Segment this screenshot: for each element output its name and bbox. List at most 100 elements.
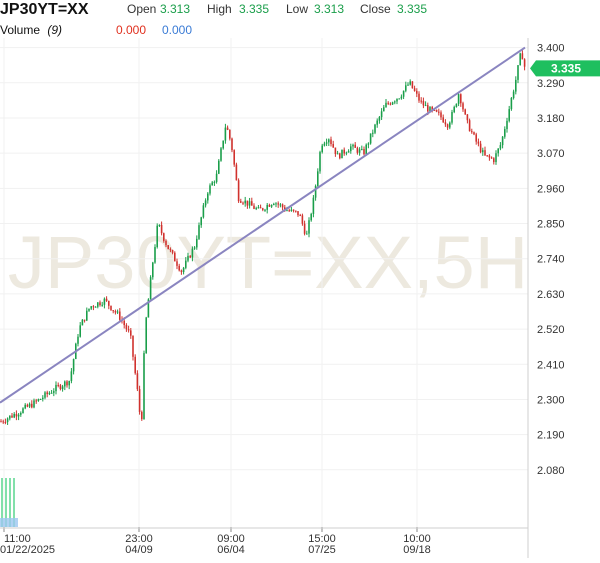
candle-up [451,112,453,123]
price-tag-text: 3.335 [551,61,581,75]
candle-down [464,109,466,115]
candle-down [119,311,121,320]
trendline-layer [0,46,526,404]
candle-down [83,319,86,321]
candle-down [466,114,469,121]
candle-down [521,53,524,60]
watermark: JP30YT=XX,5H [8,221,528,304]
candle-down [462,103,464,110]
candle-down [363,149,365,155]
candle-down [110,305,112,311]
candle-up [383,107,385,112]
candle-down [134,356,136,374]
candle-up [86,310,88,321]
candle-down [475,134,477,142]
candle-up [270,204,273,207]
candle-down [4,421,7,423]
candle-up [204,200,207,206]
candle-down [411,81,414,89]
candle-down [141,411,143,420]
candle-down [438,111,440,113]
x-tick-time: 09:00 [217,533,245,545]
close-value: 3.335 [397,2,427,16]
candle-down [178,265,180,271]
candle-up [17,414,20,417]
candle-down [301,215,304,224]
candle-up [319,152,321,172]
candle-down [127,329,130,331]
y-tick-label: 2.740 [537,254,565,266]
candle-down [418,93,420,101]
y-tick-label: 3.400 [537,43,565,55]
close-label: Close [360,2,391,16]
candle-up [398,98,400,100]
candle-up [244,200,246,204]
candle-up [145,317,147,354]
candle-down [490,157,493,159]
candle-down [57,384,59,386]
candle-down [123,320,125,326]
candle-up [510,97,513,110]
candles [0,50,526,425]
candle-up [101,304,103,306]
candle-down [288,210,290,212]
y-tick-label: 3.070 [537,148,565,160]
y-tick-label: 2.960 [537,183,565,195]
x-tick-date: 09/18 [403,544,431,556]
candle-down [435,109,438,112]
candle-up [391,102,394,105]
candle-down [413,88,416,91]
candle-up [328,139,330,143]
candle-up [457,94,460,104]
volume-value-1: 0.000 [116,23,146,37]
candle-down [259,207,262,209]
candle-down [136,373,139,390]
candle-up [207,193,209,201]
candle-down [460,94,462,104]
candle-up [323,143,326,146]
candle-up [455,103,458,107]
candle-up [218,160,220,174]
x-tick-date: 07/25 [308,544,336,556]
symbol-title: JP30YT=XX [0,1,89,18]
candle-down [253,205,255,209]
candle-up [196,238,198,248]
y-tick-label: 2.630 [537,289,565,301]
candle-down [284,207,286,211]
candle-up [97,302,99,307]
candle-up [147,299,150,318]
candle-down [468,120,471,132]
candle-up [306,233,308,235]
candle-up [369,133,372,144]
candle-up [44,392,46,398]
candle-up [158,224,161,226]
candle-up [519,53,521,66]
candle-up [499,145,502,149]
candle-up [81,319,84,326]
candle-down [444,122,447,125]
candle-down [420,100,422,102]
candle-up [266,205,268,210]
candle-down [493,158,495,163]
candle-up [449,122,451,128]
candle-down [242,202,244,204]
candle-down [343,149,345,154]
candle-down [422,100,425,106]
candle-up [143,353,145,420]
candle-down [416,90,418,94]
candle-down [160,224,163,234]
candle-up [193,247,196,249]
candle-up [308,220,310,234]
candle-down [229,129,231,139]
candle-down [431,106,433,110]
volume-label-text: Volume [0,23,40,37]
candle-down [277,203,279,205]
axes: 3.400 3.290 3.180 3.070 2.960 2.850 2.740 2.630… [0,38,565,558]
candle-up [495,153,497,163]
candle-down [292,209,295,211]
candle-up [345,152,348,154]
candle-up [9,415,11,419]
candle-down [176,261,178,266]
y-tick-label: 2.520 [537,324,565,336]
